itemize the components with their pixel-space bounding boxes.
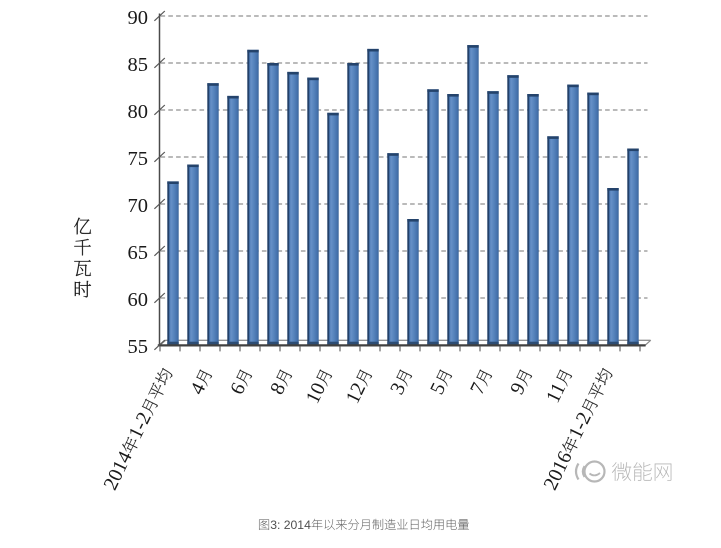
svg-text:65: 65 (128, 242, 149, 264)
svg-text:70: 70 (128, 195, 149, 217)
svg-text:75: 75 (128, 148, 149, 170)
svg-text:3: 2014: 3: 2014 (270, 518, 311, 532)
svg-text:55: 55 (128, 336, 149, 358)
svg-text:85: 85 (128, 54, 149, 76)
svg-text:60: 60 (128, 289, 149, 311)
svg-text:80: 80 (128, 101, 149, 123)
svg-text:90: 90 (128, 7, 149, 29)
